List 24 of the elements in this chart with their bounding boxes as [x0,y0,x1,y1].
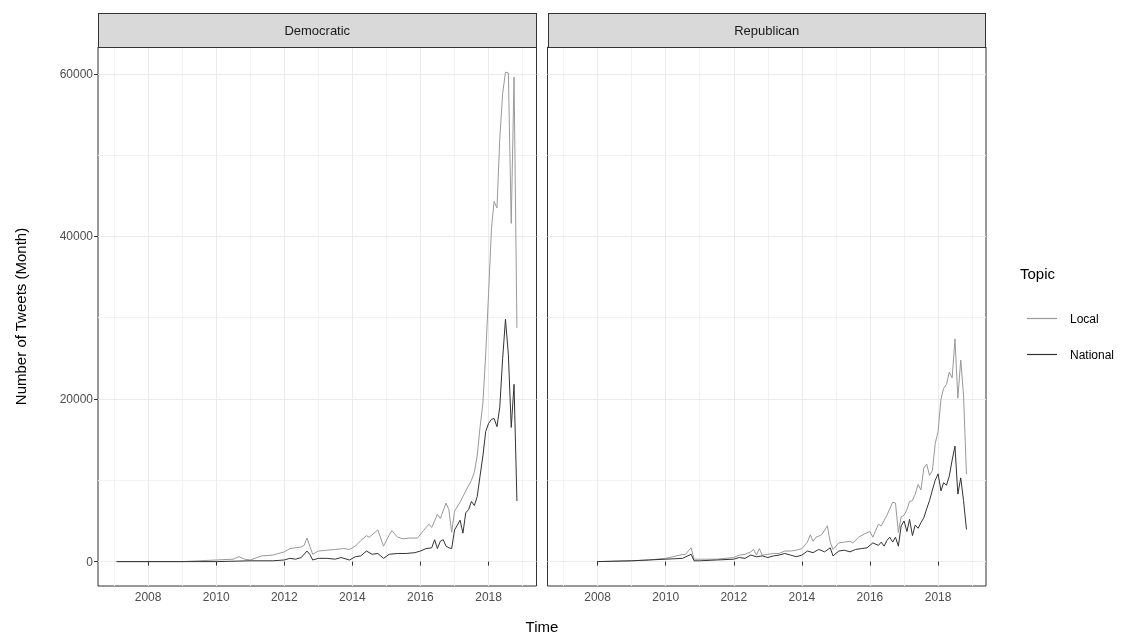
y-tick-label: 60000 [59,66,94,81]
x-tick-label: 2012 [270,590,298,604]
x-tick-label: 2014 [339,590,367,604]
x-tick-label: 2012 [720,590,748,604]
x-tick-label: 2010 [652,590,680,604]
x-tick-label: 2008 [584,590,612,604]
y-tick-label: 0 [86,554,94,569]
chart-title: Republican [734,23,800,38]
line-series [116,318,518,563]
x-tick-label: 2018 [924,590,952,604]
legend-label: Local [1070,311,1099,326]
y-axis-title: Number of Tweets (Month) [12,227,29,406]
x-tick-label: 2010 [202,590,230,604]
x-tick-label: 2008 [134,590,162,604]
x-tick-label: 2018 [475,590,503,604]
y-tick-label: 40000 [59,229,94,244]
x-axis-title: Time [525,618,559,635]
y-tick-label: 20000 [59,392,94,407]
x-tick-label: 2016 [407,590,435,604]
chart-title: Democratic [284,23,351,38]
x-tick-label: 2014 [788,590,816,604]
x-tick-label: 2016 [856,590,884,604]
legend-title: Topic [1020,264,1056,282]
legend-label: National [1070,347,1115,362]
